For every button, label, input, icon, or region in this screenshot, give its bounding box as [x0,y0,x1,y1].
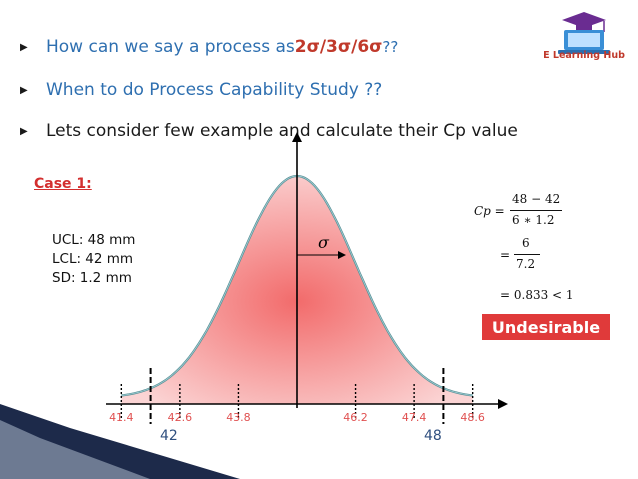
tick-label-5: 48.6 [460,411,485,424]
case-label: Case 1: [34,176,92,192]
bullet-when-study: ▶ When to do Process Capability Study ?? [20,80,382,100]
bullet-text: Lets consider few example and calculate … [46,121,518,141]
bullet-arrow-icon: ▶ [20,41,28,53]
bullet-arrow-icon: ▶ [20,84,28,96]
bullet-tail: ?? [382,38,399,56]
undesirable-badge: Undesirable [482,314,610,340]
fraction-bar-1 [510,210,562,211]
ucl-value-label: 48 [424,428,442,444]
bullet-text: How can we say a process as [46,37,295,57]
decorative-swoosh-light [0,420,150,479]
spec-ucl: UCL: 48 mm [52,232,136,248]
graduation-cap-icon [562,12,606,32]
cp-denominator-2: 7.2 [516,257,536,271]
tick-label-3: 46.2 [343,411,368,424]
laptop-icon [558,30,610,54]
bullet-examples: ▶ Lets consider few example and calculat… [20,121,518,141]
sigma-label: σ [318,233,330,252]
tick-label-4: 47.4 [402,411,427,424]
tick-label-0: 41.4 [109,411,134,424]
bullet-arrow-icon: ▶ [20,125,28,137]
tick-label-1: 42.6 [168,411,193,424]
sigma-arrow-head [338,251,346,259]
bullet-text: When to do Process Capability Study ?? [46,80,383,100]
sigma-levels: 2σ/3σ/6σ [294,37,383,57]
fraction-bar-2 [514,254,540,255]
tick-labels: 41.4 42.6 43.8 46.2 47.4 48.6 [109,411,485,424]
spec-lcl: LCL: 42 mm [52,251,134,267]
tick-lines [120,368,474,424]
cp-eq-2: = [500,248,511,262]
logo-text: E Learning Hub [543,50,625,61]
cp-lhs: Cp = [474,204,505,218]
elearning-hub-logo [558,12,610,54]
cp-result: = 0.833 < 1 [500,288,574,302]
spec-sd: SD: 1.2 mm [52,270,132,286]
bullet-sigma-question: ▶ How can we say a process as 2σ/3σ/6σ ?… [20,37,398,57]
cp-numerator-2: 6 [522,236,530,250]
x-axis-arrow [498,399,508,409]
y-axis-arrow [292,132,302,142]
cp-numerator-1: 48 − 42 [512,192,561,206]
cp-denominator-1: 6 ∗ 1.2 [512,213,555,227]
lcl-value-label: 42 [160,428,178,444]
tick-label-2: 43.8 [226,411,251,424]
